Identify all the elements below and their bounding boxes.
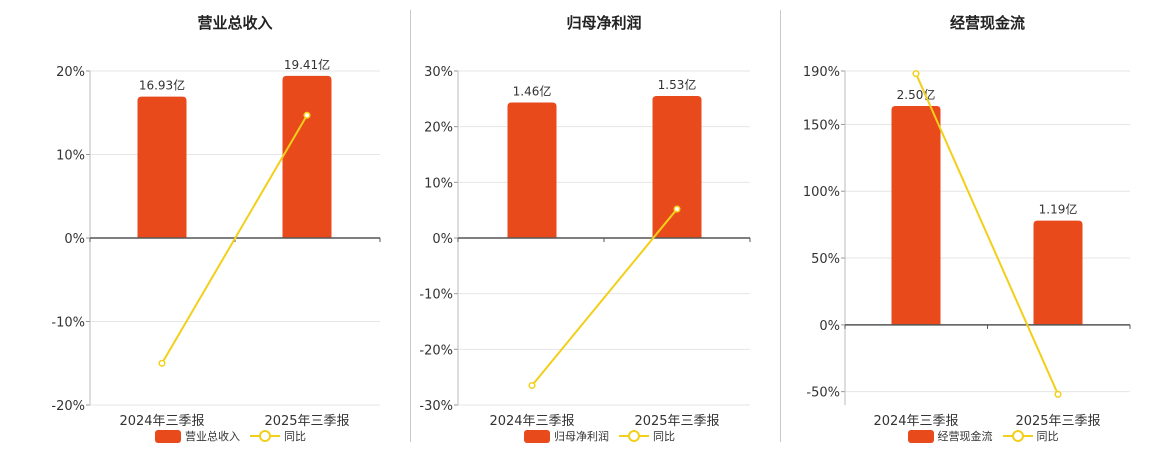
- legend-line-swatch: [619, 430, 649, 442]
- y-tick-label: 30%: [424, 65, 453, 80]
- yoy-point: [912, 70, 920, 78]
- yoy-line: [161, 114, 308, 364]
- x-tick-label: 2024年三季报: [489, 414, 574, 429]
- legend-bar-label: 归母净利润: [554, 430, 609, 443]
- yoy-line: [531, 208, 678, 387]
- x-tick-label: 2025年三季报: [1015, 414, 1100, 429]
- x-tick-label: 2024年三季报: [119, 414, 204, 429]
- bar-data-label: 19.41亿: [284, 57, 330, 72]
- y-tick-label: -10%: [51, 316, 85, 331]
- bar-data-label: 1.46亿: [513, 84, 552, 99]
- bar-data-label: 1.53亿: [658, 77, 697, 92]
- bar: [1033, 220, 1083, 325]
- legend-line-label: 同比: [1036, 430, 1059, 443]
- chart-title: 营业总收入: [197, 14, 273, 32]
- y-tick-label: -10%: [419, 288, 453, 303]
- y-tick-label: -20%: [419, 343, 453, 358]
- y-tick-label: 190%: [803, 65, 840, 80]
- y-tick-label: 50%: [811, 252, 840, 267]
- y-tick-label: 150%: [803, 118, 840, 133]
- chart-legend: 经营现金流 同比: [907, 428, 1059, 444]
- y-tick-label: 20%: [424, 121, 453, 136]
- legend-line-swatch: [1002, 430, 1033, 442]
- legend-line-label: 同比: [653, 430, 675, 443]
- legend-bar-swatch: [155, 429, 181, 443]
- panel-divider: [410, 10, 411, 442]
- chart-legend: 归母净利润 同比: [524, 428, 675, 444]
- bar: [652, 96, 702, 238]
- yoy-line: [915, 73, 1059, 395]
- chart-title: 经营现金流: [949, 14, 1025, 32]
- legend-bar-swatch: [907, 429, 934, 443]
- yoy-point: [673, 205, 681, 213]
- y-tick-label: -30%: [419, 399, 453, 414]
- y-tick-label: 10%: [56, 149, 85, 164]
- bar: [891, 106, 941, 325]
- y-tick-label: 0%: [819, 319, 840, 334]
- x-tick-label: 2025年三季报: [634, 414, 719, 429]
- y-tick-label: -20%: [51, 399, 85, 414]
- bar: [137, 96, 187, 239]
- yoy-point: [528, 381, 536, 390]
- y-tick-label: 0%: [432, 232, 453, 247]
- y-tick-label: 0%: [64, 232, 85, 247]
- y-tick-label: -50%: [806, 386, 840, 401]
- yoy-point: [1054, 390, 1062, 398]
- yoy-point: [158, 359, 166, 367]
- bar: [507, 102, 557, 239]
- legend-line-label: 同比: [284, 430, 306, 443]
- x-tick-label: 2024年三季报: [873, 414, 958, 429]
- chart-legend: 营业总收入 同比: [155, 428, 306, 444]
- bar-data-label: 16.93亿: [139, 78, 185, 93]
- bar-data-label: 1.19亿: [1039, 202, 1078, 217]
- legend-line-swatch: [250, 430, 280, 442]
- chart-title: 归母净利润: [566, 14, 642, 32]
- bar: [282, 75, 332, 238]
- y-tick-label: 20%: [56, 65, 85, 80]
- x-tick-label: 2025年三季报: [264, 414, 349, 429]
- y-tick-label: 100%: [803, 185, 840, 200]
- bar-data-label: 2.50亿: [897, 87, 936, 102]
- legend-bar-label: 营业总收入: [185, 430, 240, 443]
- panel-divider: [780, 10, 781, 442]
- legend-bar-swatch: [524, 429, 550, 443]
- y-tick-label: 10%: [424, 176, 453, 191]
- legend-bar-label: 经营现金流: [937, 430, 993, 443]
- yoy-point: [303, 111, 311, 119]
